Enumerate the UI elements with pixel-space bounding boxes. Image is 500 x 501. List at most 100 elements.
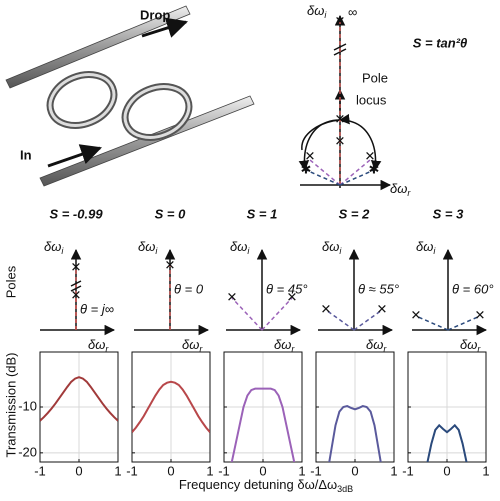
break: [70, 285, 82, 292]
x-tick-label: 1: [482, 463, 489, 478]
column-title: S = 2: [339, 206, 370, 221]
axis-symbol-sub: r: [199, 344, 203, 354]
x-axis-label: Frequency detuning δω/Δω3dB: [179, 477, 353, 494]
device-sketch: [5, 5, 255, 187]
axis-symbol-main: δω: [138, 239, 155, 254]
axis-symbol-main: δω: [230, 239, 247, 254]
in-label: In: [20, 147, 32, 162]
axis-symbol-sub: i: [247, 246, 250, 256]
axis-symbol-sub: r: [383, 344, 387, 354]
x-tick-label: 1: [206, 463, 213, 478]
pole-ray: [415, 315, 449, 331]
x-tick-label: 0: [351, 463, 358, 478]
plot-frame: [223, 351, 303, 463]
axis-symbol-main: δω: [274, 337, 291, 352]
axis-symbol: δωi: [44, 239, 64, 256]
pole-ray: [325, 309, 355, 331]
x-tick-label: 0: [443, 463, 450, 478]
drop-label: Drop: [140, 7, 170, 22]
x-tick-label: -1: [126, 463, 138, 478]
pole-marker: ✕: [71, 287, 82, 302]
locus-label: locus: [356, 92, 387, 107]
axis-symbol-main: δω: [88, 337, 105, 352]
y-axis-label: Transmission (dB): [3, 353, 18, 458]
axis-symbol-main: δω: [390, 181, 407, 196]
plot-frame: [407, 351, 487, 463]
pole-marker: ✕: [365, 148, 376, 163]
axis-symbol-main: δω: [307, 3, 324, 18]
x-tick-label: -1: [310, 463, 322, 478]
axis-symbol: δωr: [88, 337, 109, 354]
axis-symbol: δωi: [322, 239, 342, 256]
column-title: S = 3: [433, 206, 464, 221]
transmission-line: [132, 380, 210, 433]
plot-frame: [315, 351, 395, 463]
pole-marker: ✕: [475, 307, 486, 322]
axis-symbol: δωr: [460, 337, 481, 354]
pole-ray: [353, 309, 383, 331]
axis-symbol: δωi: [307, 3, 327, 20]
axis-symbol-main: δω: [416, 239, 433, 254]
pole-marker: ✕: [227, 289, 238, 304]
axis-symbol: δωr: [390, 181, 411, 198]
x-tick-label: 0: [167, 463, 174, 478]
transmission-line: [426, 423, 468, 462]
axis-symbol-sub: r: [291, 344, 295, 354]
pole-marker: ✕: [335, 111, 346, 126]
y-tick-label: -20: [18, 444, 37, 459]
theta-label: θ ≈ 55°: [358, 281, 399, 296]
axis-symbol-main: δω: [182, 337, 199, 352]
theta-label: θ = 60°: [452, 281, 494, 296]
axis-symbol: δωr: [274, 337, 295, 354]
pole-marker: ✕: [165, 257, 176, 272]
break: [70, 280, 82, 287]
pole-marker: ✕: [287, 289, 298, 304]
locus-poles: [305, 22, 375, 186]
pole-marker: ✕: [71, 259, 82, 274]
pole-marker: ✕: [335, 13, 346, 28]
transmission-line: [328, 405, 382, 462]
pole-ray: [261, 297, 293, 331]
transmission-line: [40, 376, 118, 422]
pole-marker: ✕: [321, 301, 332, 316]
axis-symbol-sub: i: [433, 246, 436, 256]
pole-marker: ✕: [305, 148, 316, 163]
theta-label: θ = 45°: [266, 281, 308, 296]
infinity-label: ∞: [348, 4, 357, 19]
x-tick-label: -1: [34, 463, 46, 478]
x-tick-label: 0: [75, 463, 82, 478]
x-tick-label: 1: [390, 463, 397, 478]
axis-symbol: δωr: [366, 337, 387, 354]
axis-symbol-main: δω: [322, 239, 339, 254]
x-tick-label: 1: [298, 463, 305, 478]
pole-marker: ✱: [301, 161, 312, 176]
column-title: S = -0.99: [49, 206, 103, 221]
x-tick-label: 1: [114, 463, 121, 478]
axis-symbol-sub: i: [61, 246, 64, 256]
pole-ray: [447, 315, 481, 331]
locus-label: Pole: [362, 70, 388, 85]
axis-symbol-main: δω: [460, 337, 477, 352]
axis-symbol-sub: r: [407, 188, 411, 198]
axis-symbol-main: δω: [366, 337, 383, 352]
plot-frame: [39, 351, 119, 463]
pole-marker: ✱: [369, 161, 380, 176]
poles-label: Poles: [3, 265, 18, 298]
axis-symbol: δωi: [416, 239, 436, 256]
axis-symbol-main: δω: [44, 239, 61, 254]
y-tick-label: -10: [18, 398, 37, 413]
axis-symbol-sub: r: [105, 344, 109, 354]
axis-symbol: δωr: [182, 337, 203, 354]
x-axis-label-main: Frequency detuning δω/Δω: [179, 477, 337, 492]
x-tick-label: 0: [259, 463, 266, 478]
axis-symbol-sub: i: [324, 10, 327, 20]
transmission-line: [230, 387, 296, 462]
theta-label: θ = j∞: [80, 301, 114, 316]
plot-frame: [131, 351, 211, 463]
pole-marker: ✕: [411, 307, 422, 322]
x-tick-label: -1: [402, 463, 414, 478]
formula: S = tan²θ: [413, 35, 468, 50]
column-title: S = 1: [247, 206, 278, 221]
x-axis-label-sub: 3dB: [337, 484, 353, 494]
